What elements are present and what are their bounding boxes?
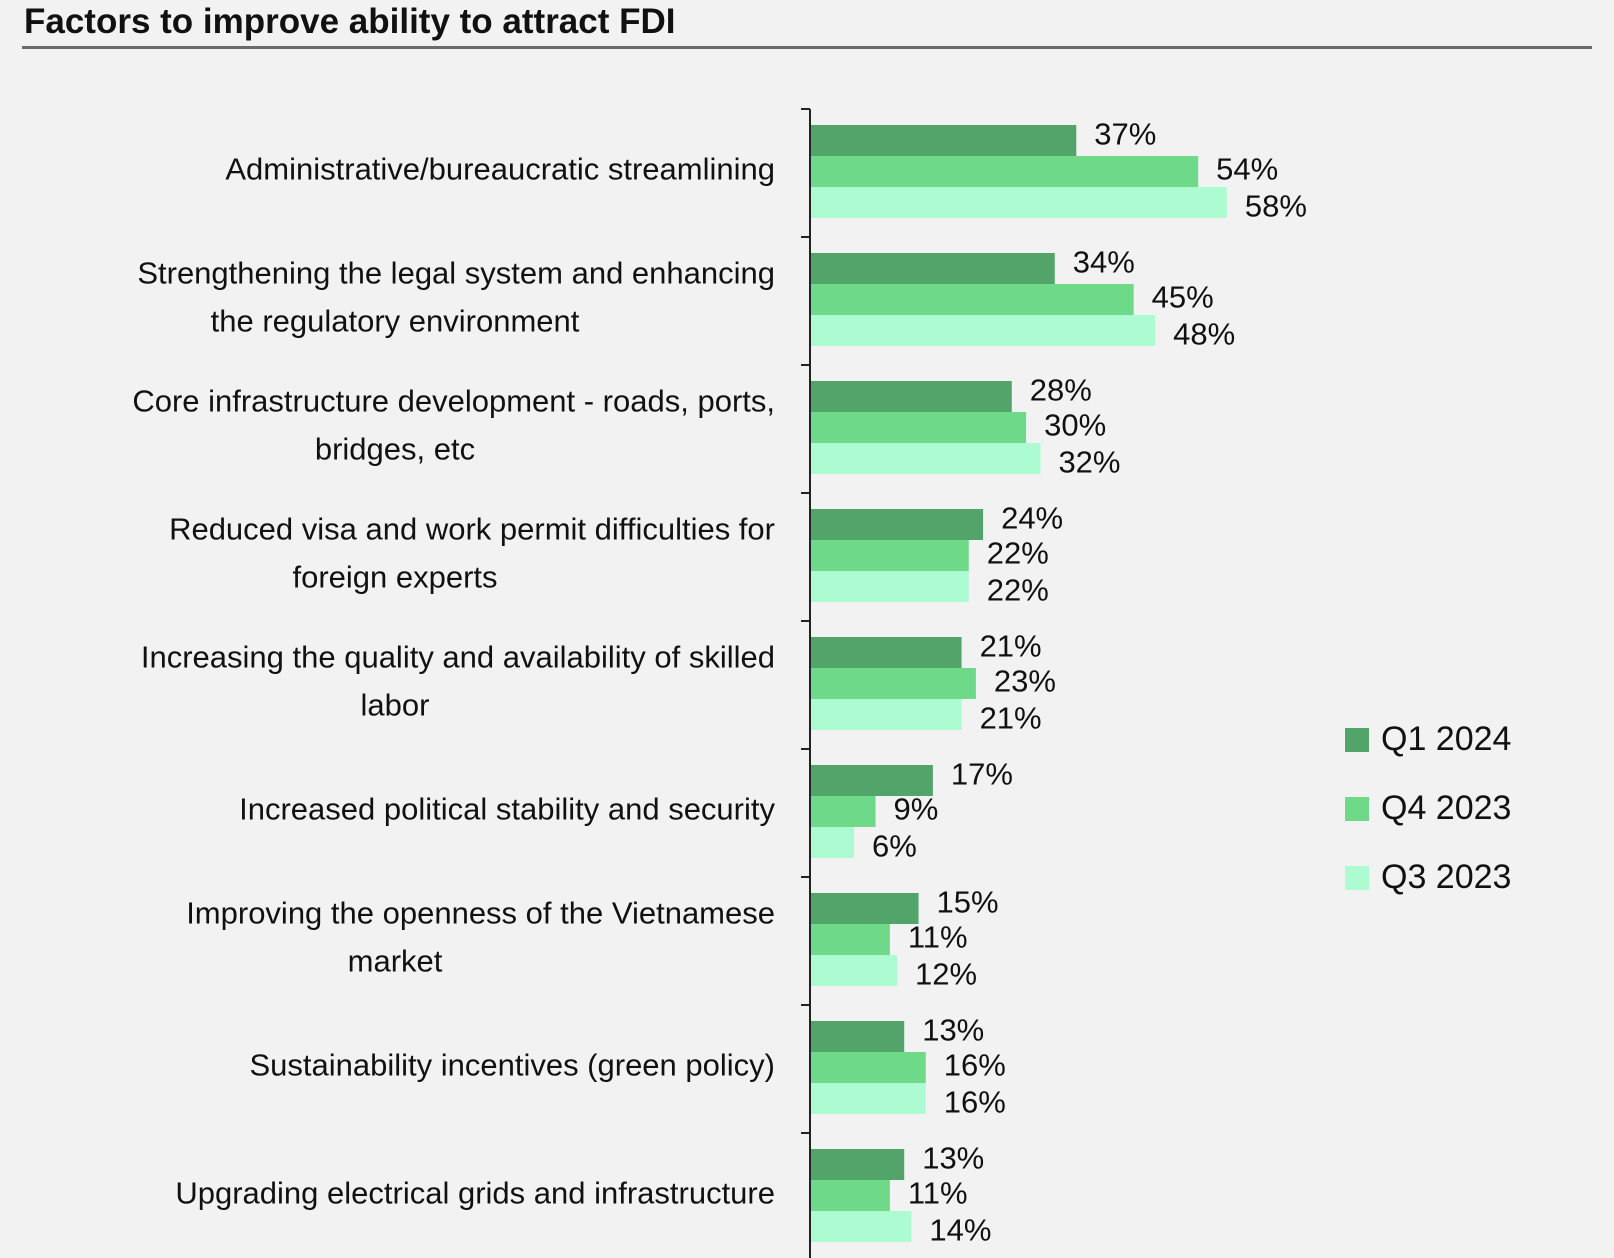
category-label: Strengthening the legal system and enhan… bbox=[137, 256, 775, 291]
category-label: Reduced visa and work permit difficultie… bbox=[169, 512, 775, 547]
bar bbox=[811, 381, 1012, 412]
bar bbox=[811, 156, 1199, 187]
data-label: 45% bbox=[1152, 280, 1214, 315]
bar bbox=[811, 1180, 890, 1211]
legend-label: Q1 2024 bbox=[1381, 720, 1512, 758]
data-label: 48% bbox=[1173, 317, 1235, 352]
bar bbox=[811, 125, 1077, 156]
title-divider bbox=[22, 46, 1592, 49]
bar bbox=[811, 1149, 905, 1180]
data-label: 21% bbox=[980, 701, 1042, 736]
legend-swatch bbox=[1345, 727, 1369, 752]
bar bbox=[811, 187, 1227, 218]
category-label: Increasing the quality and availability … bbox=[141, 640, 775, 675]
category-label: Sustainability incentives (green policy) bbox=[249, 1048, 775, 1083]
data-label: 23% bbox=[994, 664, 1056, 699]
data-label: 15% bbox=[937, 885, 999, 920]
bar bbox=[811, 540, 969, 571]
data-label: 11% bbox=[908, 1176, 968, 1211]
bar bbox=[811, 955, 898, 986]
data-label: 11% bbox=[908, 920, 968, 955]
data-label: 13% bbox=[922, 1013, 984, 1048]
bar bbox=[811, 924, 890, 955]
bar bbox=[811, 412, 1027, 443]
data-label: 28% bbox=[1030, 373, 1092, 408]
bar bbox=[811, 668, 976, 699]
category-label: Core infrastructure development - roads,… bbox=[132, 384, 775, 419]
data-label: 24% bbox=[1001, 501, 1063, 536]
data-label: 34% bbox=[1073, 245, 1135, 280]
bar bbox=[811, 509, 984, 540]
legend-label: Q3 2023 bbox=[1381, 858, 1512, 896]
bar bbox=[811, 699, 962, 730]
bar bbox=[811, 796, 876, 827]
data-label: 6% bbox=[872, 829, 917, 864]
data-label: 17% bbox=[951, 757, 1013, 792]
category-label: the regulatory environment bbox=[211, 304, 580, 339]
legend-swatch bbox=[1345, 865, 1369, 890]
data-label: 12% bbox=[915, 957, 977, 992]
category-label: foreign experts bbox=[292, 560, 497, 595]
bar bbox=[811, 827, 855, 858]
legend-item-q4-2023: Q4 2023 bbox=[1345, 789, 1512, 827]
legend: Q1 2024 Q4 2023 Q3 2023 bbox=[1345, 720, 1512, 929]
category-label: Increased political stability and securi… bbox=[239, 792, 775, 827]
bar bbox=[811, 1211, 912, 1242]
data-label: 58% bbox=[1245, 189, 1307, 224]
data-label: 13% bbox=[922, 1141, 984, 1176]
bar bbox=[811, 253, 1055, 284]
bar bbox=[811, 1021, 905, 1052]
legend-swatch bbox=[1345, 796, 1369, 821]
data-label: 37% bbox=[1094, 117, 1156, 152]
data-label: 22% bbox=[987, 573, 1049, 608]
category-label: Improving the openness of the Vietnamese bbox=[186, 896, 775, 931]
category-label: bridges, etc bbox=[315, 432, 475, 467]
category-label: labor bbox=[361, 688, 430, 723]
bar bbox=[811, 315, 1156, 346]
category-label: market bbox=[348, 944, 443, 979]
data-label: 32% bbox=[1058, 445, 1120, 480]
chart-title: Factors to improve ability to attract FD… bbox=[24, 2, 676, 41]
bar bbox=[811, 765, 933, 796]
data-label: 9% bbox=[894, 792, 939, 827]
category-label: Administrative/bureaucratic streamlining bbox=[225, 152, 775, 187]
data-label: 16% bbox=[944, 1048, 1006, 1083]
legend-label: Q4 2023 bbox=[1381, 789, 1512, 827]
data-label: 16% bbox=[944, 1085, 1006, 1120]
bar bbox=[811, 1052, 926, 1083]
bar bbox=[811, 443, 1041, 474]
category-label: Upgrading electrical grids and infrastru… bbox=[175, 1176, 775, 1211]
data-label: 30% bbox=[1044, 408, 1106, 443]
bar bbox=[811, 637, 962, 668]
legend-item-q3-2023: Q3 2023 bbox=[1345, 858, 1512, 896]
data-label: 22% bbox=[987, 536, 1049, 571]
legend-item-q1-2024: Q1 2024 bbox=[1345, 720, 1512, 758]
data-label: 21% bbox=[980, 629, 1042, 664]
bar bbox=[811, 1083, 926, 1114]
bar bbox=[811, 571, 969, 602]
data-label: 54% bbox=[1216, 152, 1278, 187]
bar bbox=[811, 893, 919, 924]
bar bbox=[811, 284, 1134, 315]
data-label: 14% bbox=[929, 1213, 991, 1248]
